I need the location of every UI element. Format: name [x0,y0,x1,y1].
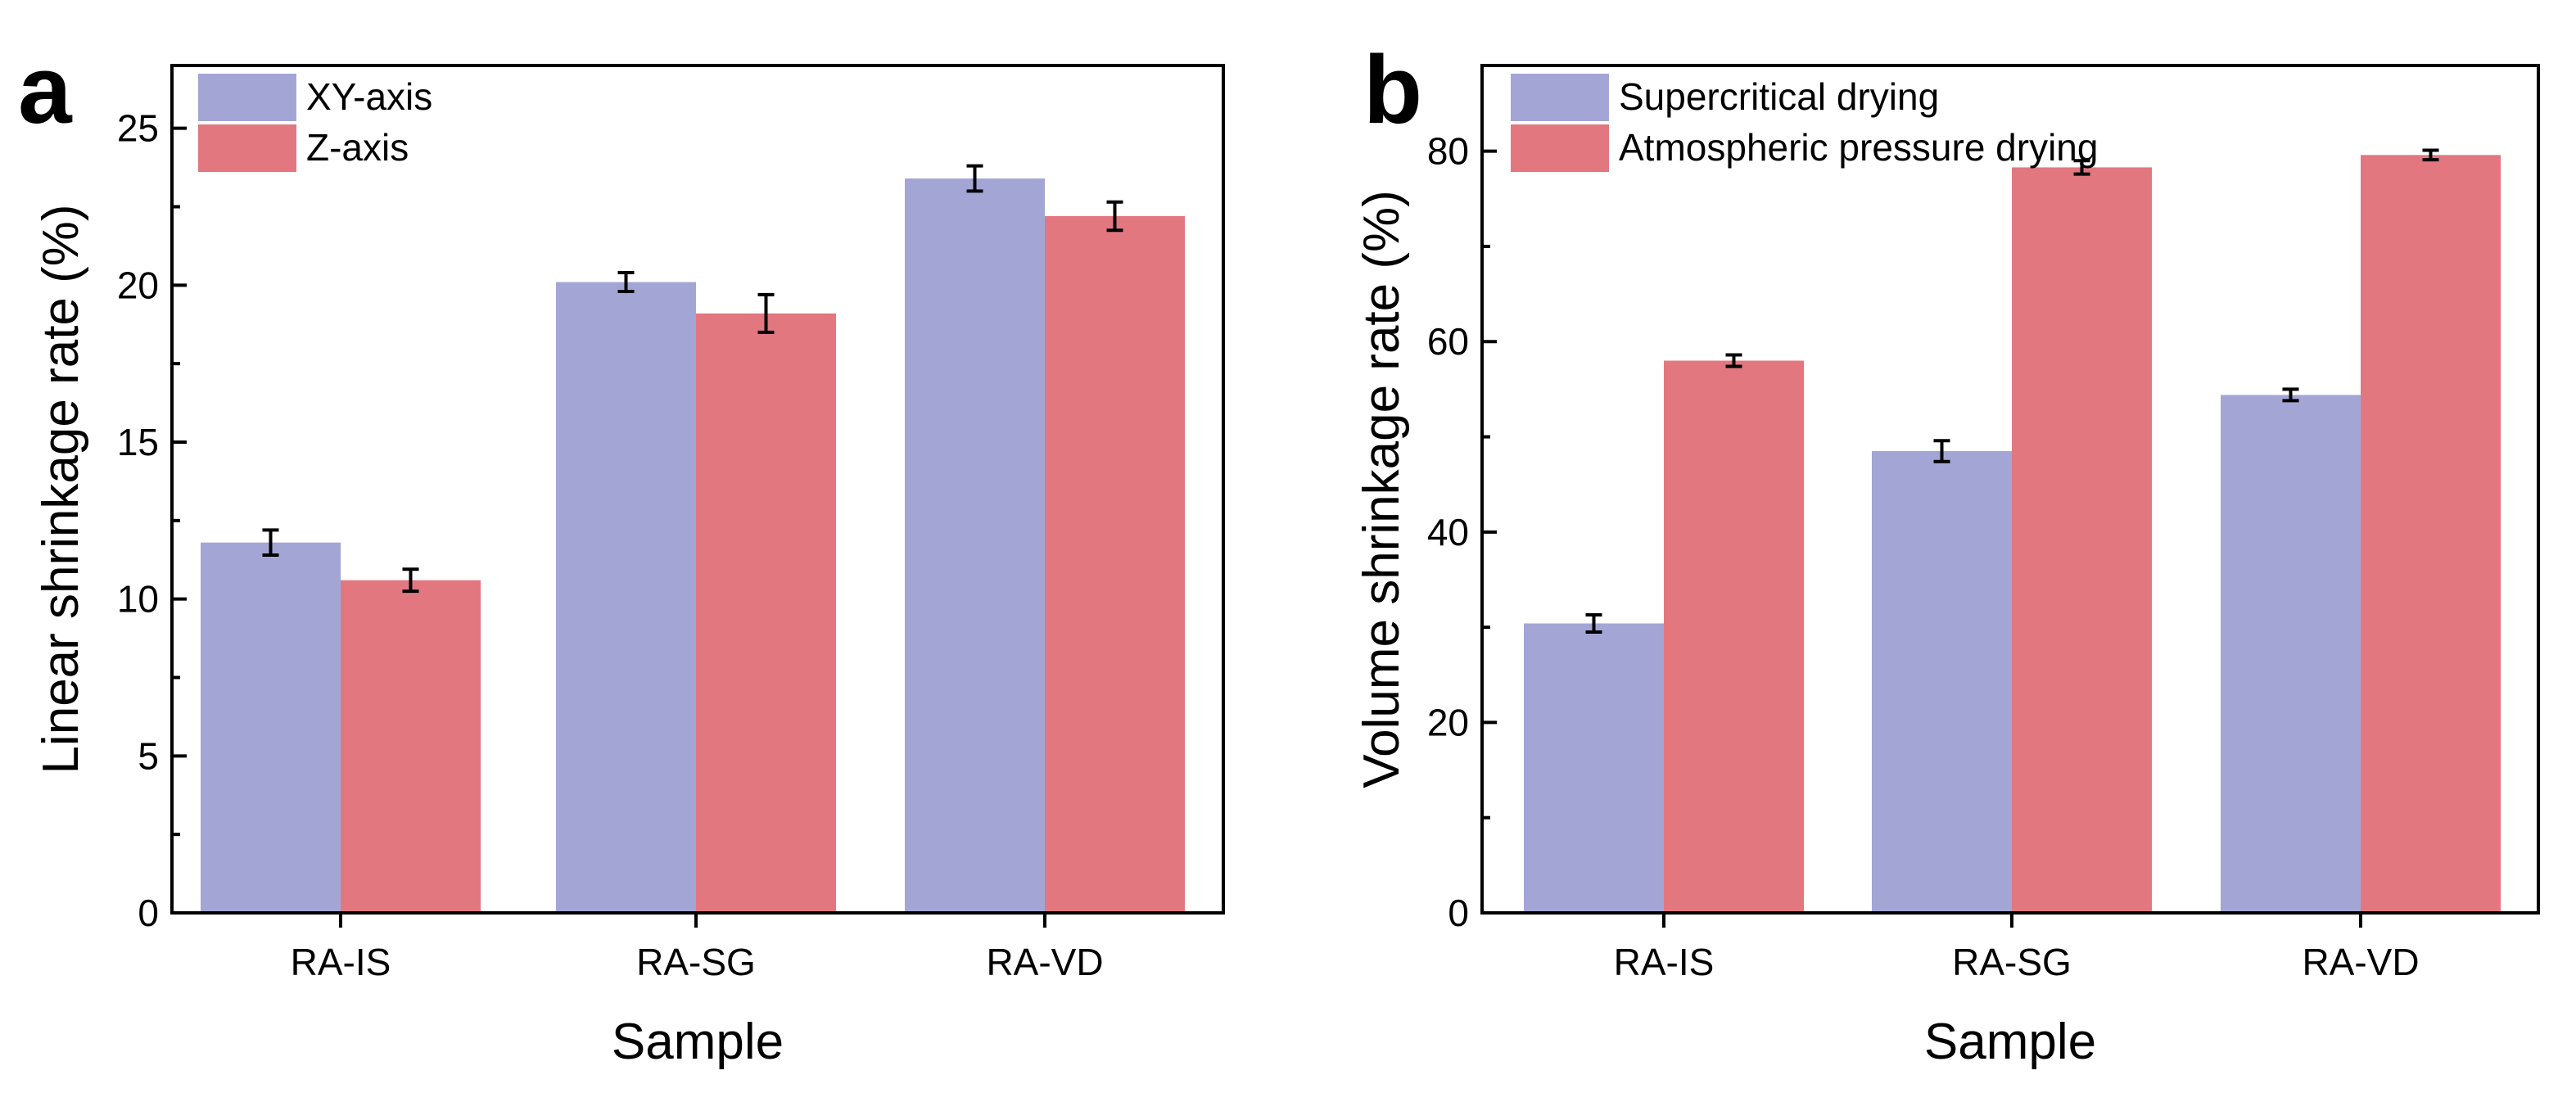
x-axis-title-b: Sample [1924,1014,2096,1070]
x-axis-title-a: Sample [612,1014,784,1070]
bar-b-atmospheric-pressure-drying-ra-sg [2012,167,2152,913]
legend-a: XY-axis Z-axis [198,74,432,172]
bar-a-xy-axis-ra-sg [556,282,696,913]
y-tick-label-a: 10 [117,578,159,621]
x-tick-label-a-ra-vd: RA-VD [986,941,1103,983]
chart-panel-b: 0 20 40 60 80 RA-IS RA-SG RA-VD Sample Volume shr… [1354,36,2540,1070]
error-bar-b-0-0 [1585,613,1602,634]
error-bar-a-1-0 [402,567,419,594]
error-bar-a-0-2 [966,164,983,193]
y-tick-label-a: 25 [117,107,159,150]
error-bar-a-0-1 [617,271,635,293]
legend-swatch-0 [198,74,296,121]
y-axis-title-a: Linear shrinkage rate (%) [33,204,89,774]
y-tick-label-a: 20 [117,264,159,306]
bar-a-z-axis-ra-is [341,580,481,913]
x-tick-label-b-ra-is: RA-IS [1614,941,1715,983]
error-bar-a-0-0 [262,528,279,557]
x-tick-label-a-ra-is: RA-IS [291,941,391,983]
bar-b-atmospheric-pressure-drying-ra-is [1664,360,1804,913]
error-bar-b-0-1 [1933,439,1950,463]
bar-a-z-axis-ra-sg [696,313,836,913]
bar-b-supercritical-drying-ra-vd [2221,395,2361,913]
legend-label-0: XY-axis [306,75,432,118]
y-axis-title-b: Volume shrinkage rate (%) [1354,190,1410,788]
bar-b-supercritical-drying-ra-sg [1872,450,2012,913]
legend-swatch-0 [1511,74,1609,121]
y-tick-label-b: 40 [1427,511,1469,553]
bar-a-xy-axis-ra-is [201,542,341,913]
y-tick-label-a: 0 [138,892,159,934]
panel-label-a: a [18,36,73,144]
bar-b-supercritical-drying-ra-is [1524,623,1664,913]
bar-a-z-axis-ra-vd [1045,216,1185,913]
legend-b: Supercritical drying Atmospheric pressure… [1511,74,2098,172]
y-tick-label-b: 0 [1448,892,1469,934]
panel-label-b: b [1363,36,1422,144]
chart-panel-a: 0 5 10 15 20 25 RA-IS RA-SG RA-VD Sample Linear sh… [18,36,1225,1070]
y-tick-label-b: 80 [1427,130,1469,173]
y-tick-label-b: 20 [1427,701,1469,743]
legend-label-0: Supercritical drying [1619,75,1939,118]
legend-swatch-1 [1511,124,1609,172]
y-tick-label-b: 60 [1427,320,1469,363]
legend-label-1: Z-axis [306,126,409,169]
y-tick-label-a: 5 [138,734,159,777]
error-bar-b-0-2 [2282,387,2299,403]
x-tick-label-b-ra-sg: RA-SG [1952,941,2072,983]
y-tick-label-a: 15 [117,421,159,463]
error-bar-b-1-2 [2422,148,2439,162]
bar-a-xy-axis-ra-vd [905,178,1045,913]
error-bar-a-1-1 [757,292,775,334]
x-tick-label-a-ra-sg: RA-SG [636,941,756,983]
legend-label-1: Atmospheric pressure drying [1619,126,2098,169]
x-tick-label-b-ra-vd: RA-VD [2302,941,2419,983]
error-bar-b-1-1 [2073,159,2090,176]
legend-swatch-1 [198,124,296,172]
error-bar-a-1-2 [1106,200,1123,233]
error-bar-b-1-0 [1725,353,1742,368]
bar-b-atmospheric-pressure-drying-ra-vd [2361,155,2501,914]
